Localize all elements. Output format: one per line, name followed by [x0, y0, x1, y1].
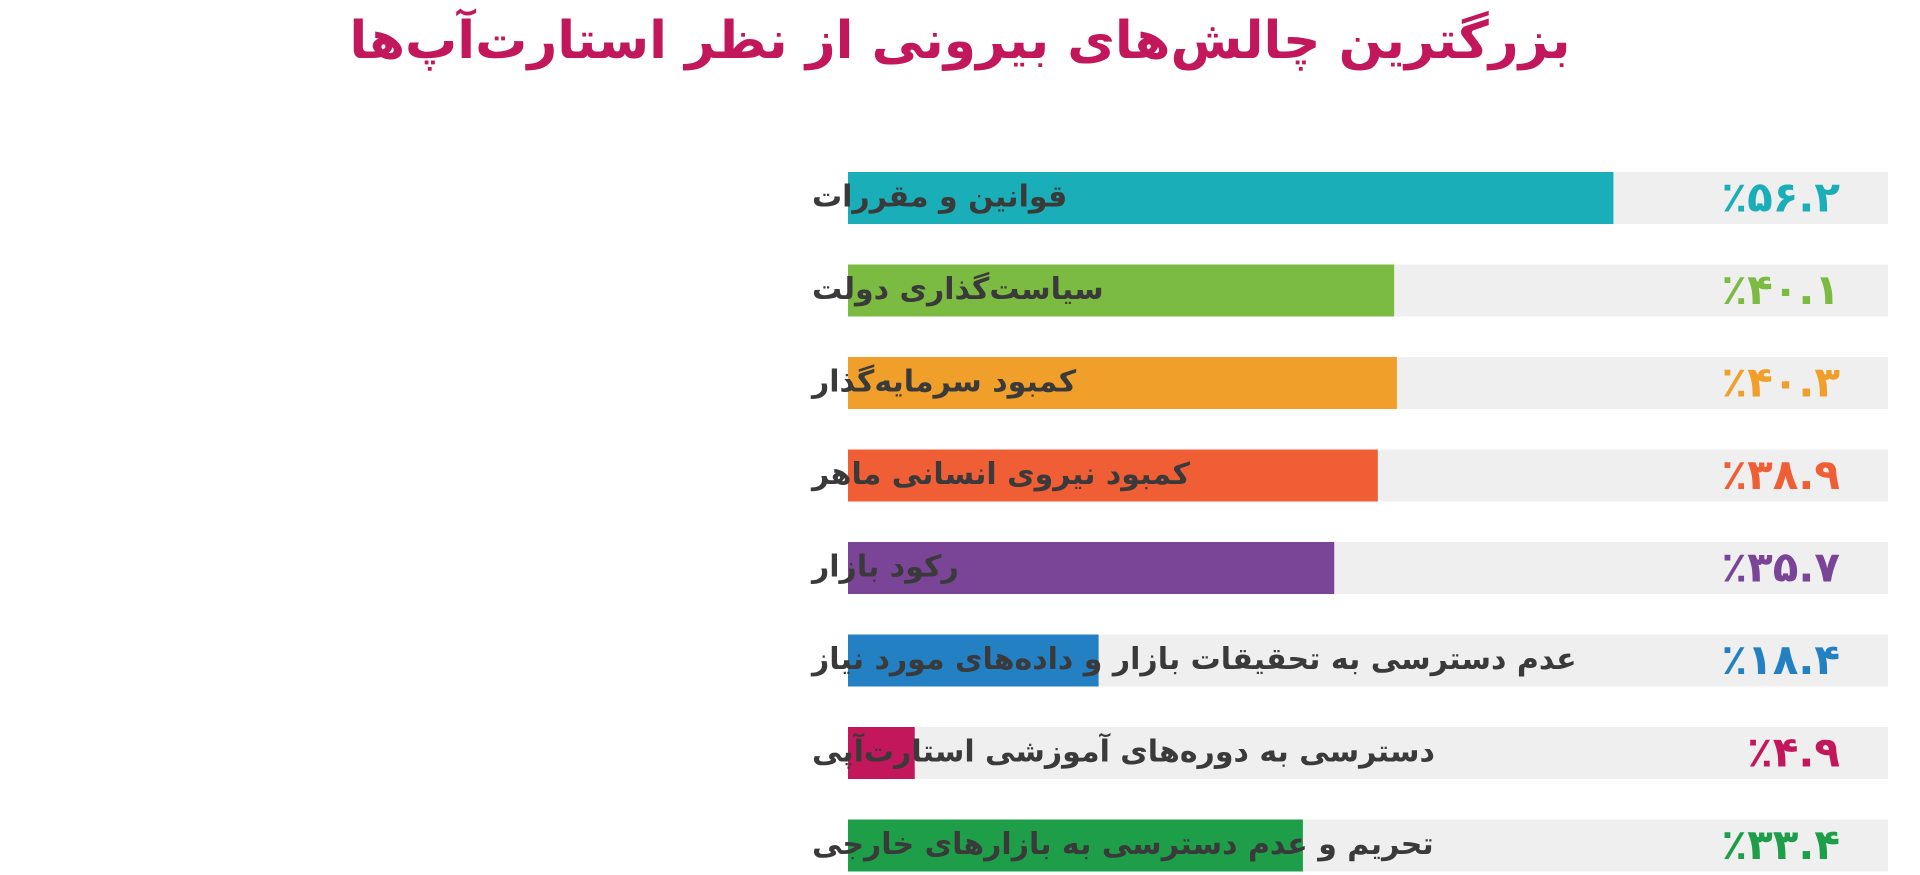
value-label: ٪۱۸.۴ [1722, 635, 1841, 684]
bar [848, 172, 1614, 224]
bar-track [848, 727, 1888, 779]
category-label: عدم دسترسی به تحقیقات بازار و داده‌های م… [810, 642, 1577, 677]
category-label: قوانین و مقررات [812, 180, 1067, 215]
category-label: کمبود سرمایه‌گذار [810, 364, 1077, 400]
bar-row: تحریم و عدم دسترسی به بازارهای خارجی ٪۳۳.… [812, 819, 1888, 872]
value-label: ٪۵۶.۲ [1722, 173, 1841, 222]
bars-layer: قوانین و مقررات ٪۵۶.۲ سیاست‌گذاری دولت ٪۴۰.… [810, 172, 1888, 872]
category-label: کمبود نیروی انسانی ماهر [810, 457, 1190, 492]
bar [848, 634, 1099, 687]
bar [848, 357, 1397, 409]
bar-row: قوانین و مقررات ٪۵۶.۲ [812, 172, 1888, 224]
bar-row: رکود بازار ٪۳۵.۷ [810, 542, 1888, 594]
value-label: ٪۴.۹ [1747, 728, 1840, 777]
bar [848, 727, 915, 779]
value-label: ٪۳۳.۴ [1722, 820, 1841, 869]
category-label: سیاست‌گذاری دولت [812, 271, 1104, 307]
value-label: ٪۴۰.۱ [1722, 265, 1841, 314]
category-label: رکود بازار [810, 550, 959, 585]
bar-row: کمبود نیروی انسانی ماهر ٪۳۸.۹ [810, 449, 1888, 502]
bar [848, 542, 1335, 594]
bar-row: عدم دسترسی به تحقیقات بازار و داده‌های م… [810, 634, 1888, 687]
bar [848, 449, 1378, 502]
bar-row: سیاست‌گذاری دولت ٪۴۰.۱ [812, 264, 1888, 317]
value-label: ٪۳۵.۷ [1722, 543, 1841, 592]
category-label: تحریم و عدم دسترسی به بازارهای خارجی [812, 827, 1434, 862]
bar-row: دسترسی به دوره‌های آموزشی استارت‌آپی ٪۴.۹ [812, 727, 1888, 779]
bar-row: کمبود سرمایه‌گذار ٪۴۰.۳ [810, 357, 1888, 409]
value-label: ٪۳۸.۹ [1722, 450, 1841, 499]
bar [848, 264, 1395, 317]
chart-title: بزرگترین چالش‌های بیرونی از نظر استارت‌آ… [349, 11, 1571, 71]
bar [848, 819, 1303, 872]
value-label: ٪۴۰.۳ [1722, 358, 1841, 407]
category-label: دسترسی به دوره‌های آموزشی استارت‌آپی [812, 733, 1435, 770]
